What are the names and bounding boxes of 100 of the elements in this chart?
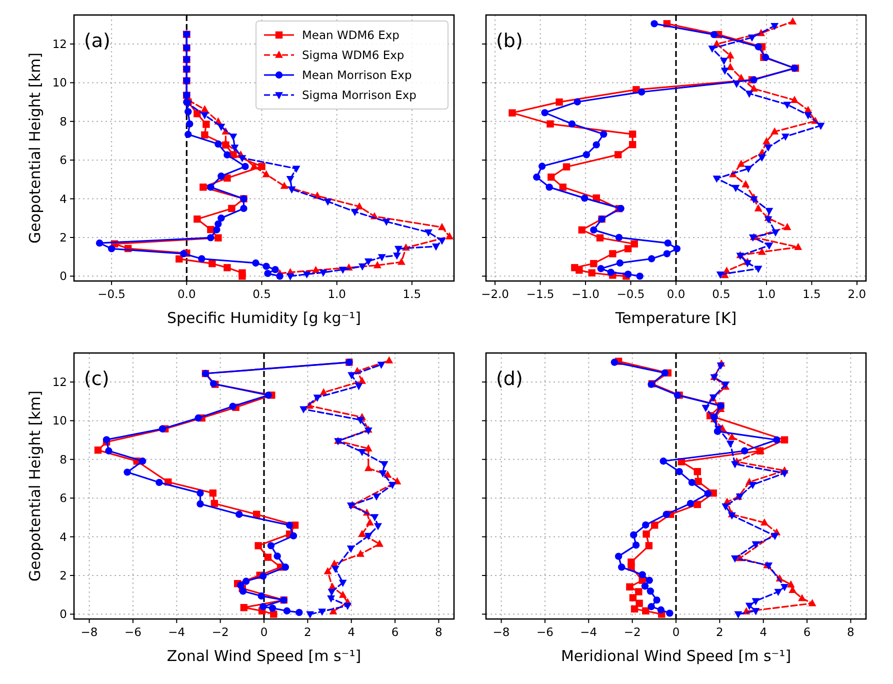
- x-axis-title: Temperature [K]: [614, 309, 737, 327]
- point: [745, 602, 754, 610]
- point: [636, 600, 643, 607]
- point: [264, 270, 272, 278]
- x-tick-label: 0.0: [178, 287, 196, 301]
- point: [704, 490, 712, 498]
- point: [228, 204, 236, 212]
- point: [156, 478, 163, 486]
- point: [388, 482, 396, 490]
- x-tick-label: 0.0: [666, 287, 686, 301]
- point: [590, 226, 598, 234]
- point: [200, 105, 209, 112]
- point: [358, 530, 366, 537]
- text: (c): [84, 368, 110, 390]
- point: [239, 588, 247, 595]
- point: [242, 578, 250, 585]
- point: [324, 567, 332, 574]
- text: (b): [496, 30, 523, 52]
- point: [240, 204, 248, 212]
- x-tick-label: 6: [391, 625, 399, 639]
- point: [286, 273, 294, 280]
- point: [694, 478, 702, 486]
- point: [772, 229, 780, 237]
- point: [200, 184, 207, 191]
- point: [372, 493, 380, 501]
- point: [300, 406, 308, 414]
- point: [364, 444, 372, 452]
- point: [616, 259, 624, 267]
- point: [782, 134, 790, 141]
- point: [660, 458, 667, 465]
- point: [218, 172, 225, 180]
- point: [663, 250, 671, 258]
- point: [754, 266, 762, 273]
- point: [252, 510, 260, 518]
- point: [288, 186, 296, 194]
- point: [630, 240, 638, 248]
- point: [385, 356, 394, 364]
- point: [194, 215, 201, 223]
- point: [254, 542, 262, 550]
- point: [642, 530, 650, 538]
- point: [618, 564, 626, 571]
- point: [664, 239, 672, 247]
- point: [262, 262, 270, 270]
- point: [348, 372, 356, 380]
- point: [592, 141, 600, 148]
- point: [194, 110, 201, 118]
- point: [708, 46, 716, 53]
- point: [318, 608, 326, 616]
- point: [636, 272, 644, 280]
- point: [600, 130, 608, 138]
- point: [397, 258, 406, 265]
- point: [302, 271, 311, 279]
- point: [642, 607, 650, 614]
- point: [313, 394, 322, 402]
- point: [186, 120, 194, 128]
- point: [653, 596, 660, 604]
- point: [208, 260, 216, 268]
- point: [720, 58, 728, 65]
- point: [252, 259, 260, 267]
- point: [609, 250, 616, 258]
- point: [354, 383, 363, 390]
- point: [764, 144, 772, 152]
- point: [728, 512, 736, 520]
- point: [773, 436, 780, 444]
- point: [734, 611, 742, 618]
- point: [124, 468, 131, 476]
- point: [290, 532, 298, 540]
- point: [236, 510, 243, 518]
- point: [676, 468, 683, 476]
- point: [378, 470, 387, 478]
- point: [648, 255, 656, 262]
- point: [556, 98, 563, 106]
- x-axis-title: Zonal Wind Speed [m s⁻¹]: [166, 647, 362, 665]
- point: [804, 112, 812, 120]
- legend-label: Sigma Morrison Exp: [302, 88, 416, 102]
- point: [296, 608, 303, 616]
- x-tick-label: −4: [168, 625, 186, 639]
- point: [722, 503, 730, 511]
- point: [207, 184, 214, 191]
- point: [238, 155, 246, 162]
- point: [645, 542, 653, 550]
- point: [559, 184, 567, 191]
- point: [240, 604, 248, 612]
- point: [108, 245, 116, 252]
- point: [694, 468, 701, 476]
- y-tick-label: 10: [52, 76, 67, 90]
- x-tick-label: 8: [435, 625, 442, 639]
- point: [366, 518, 374, 526]
- point: [783, 102, 792, 109]
- point: [740, 447, 748, 454]
- point: [438, 238, 446, 245]
- point: [196, 489, 204, 497]
- point: [283, 607, 291, 614]
- point: [356, 417, 364, 424]
- point: [533, 174, 540, 181]
- point: [184, 130, 192, 138]
- x-tick-label: −6: [124, 625, 142, 639]
- point: [614, 151, 622, 158]
- point: [250, 162, 258, 170]
- y-axis-title: Geopotential Height [km]: [26, 52, 44, 244]
